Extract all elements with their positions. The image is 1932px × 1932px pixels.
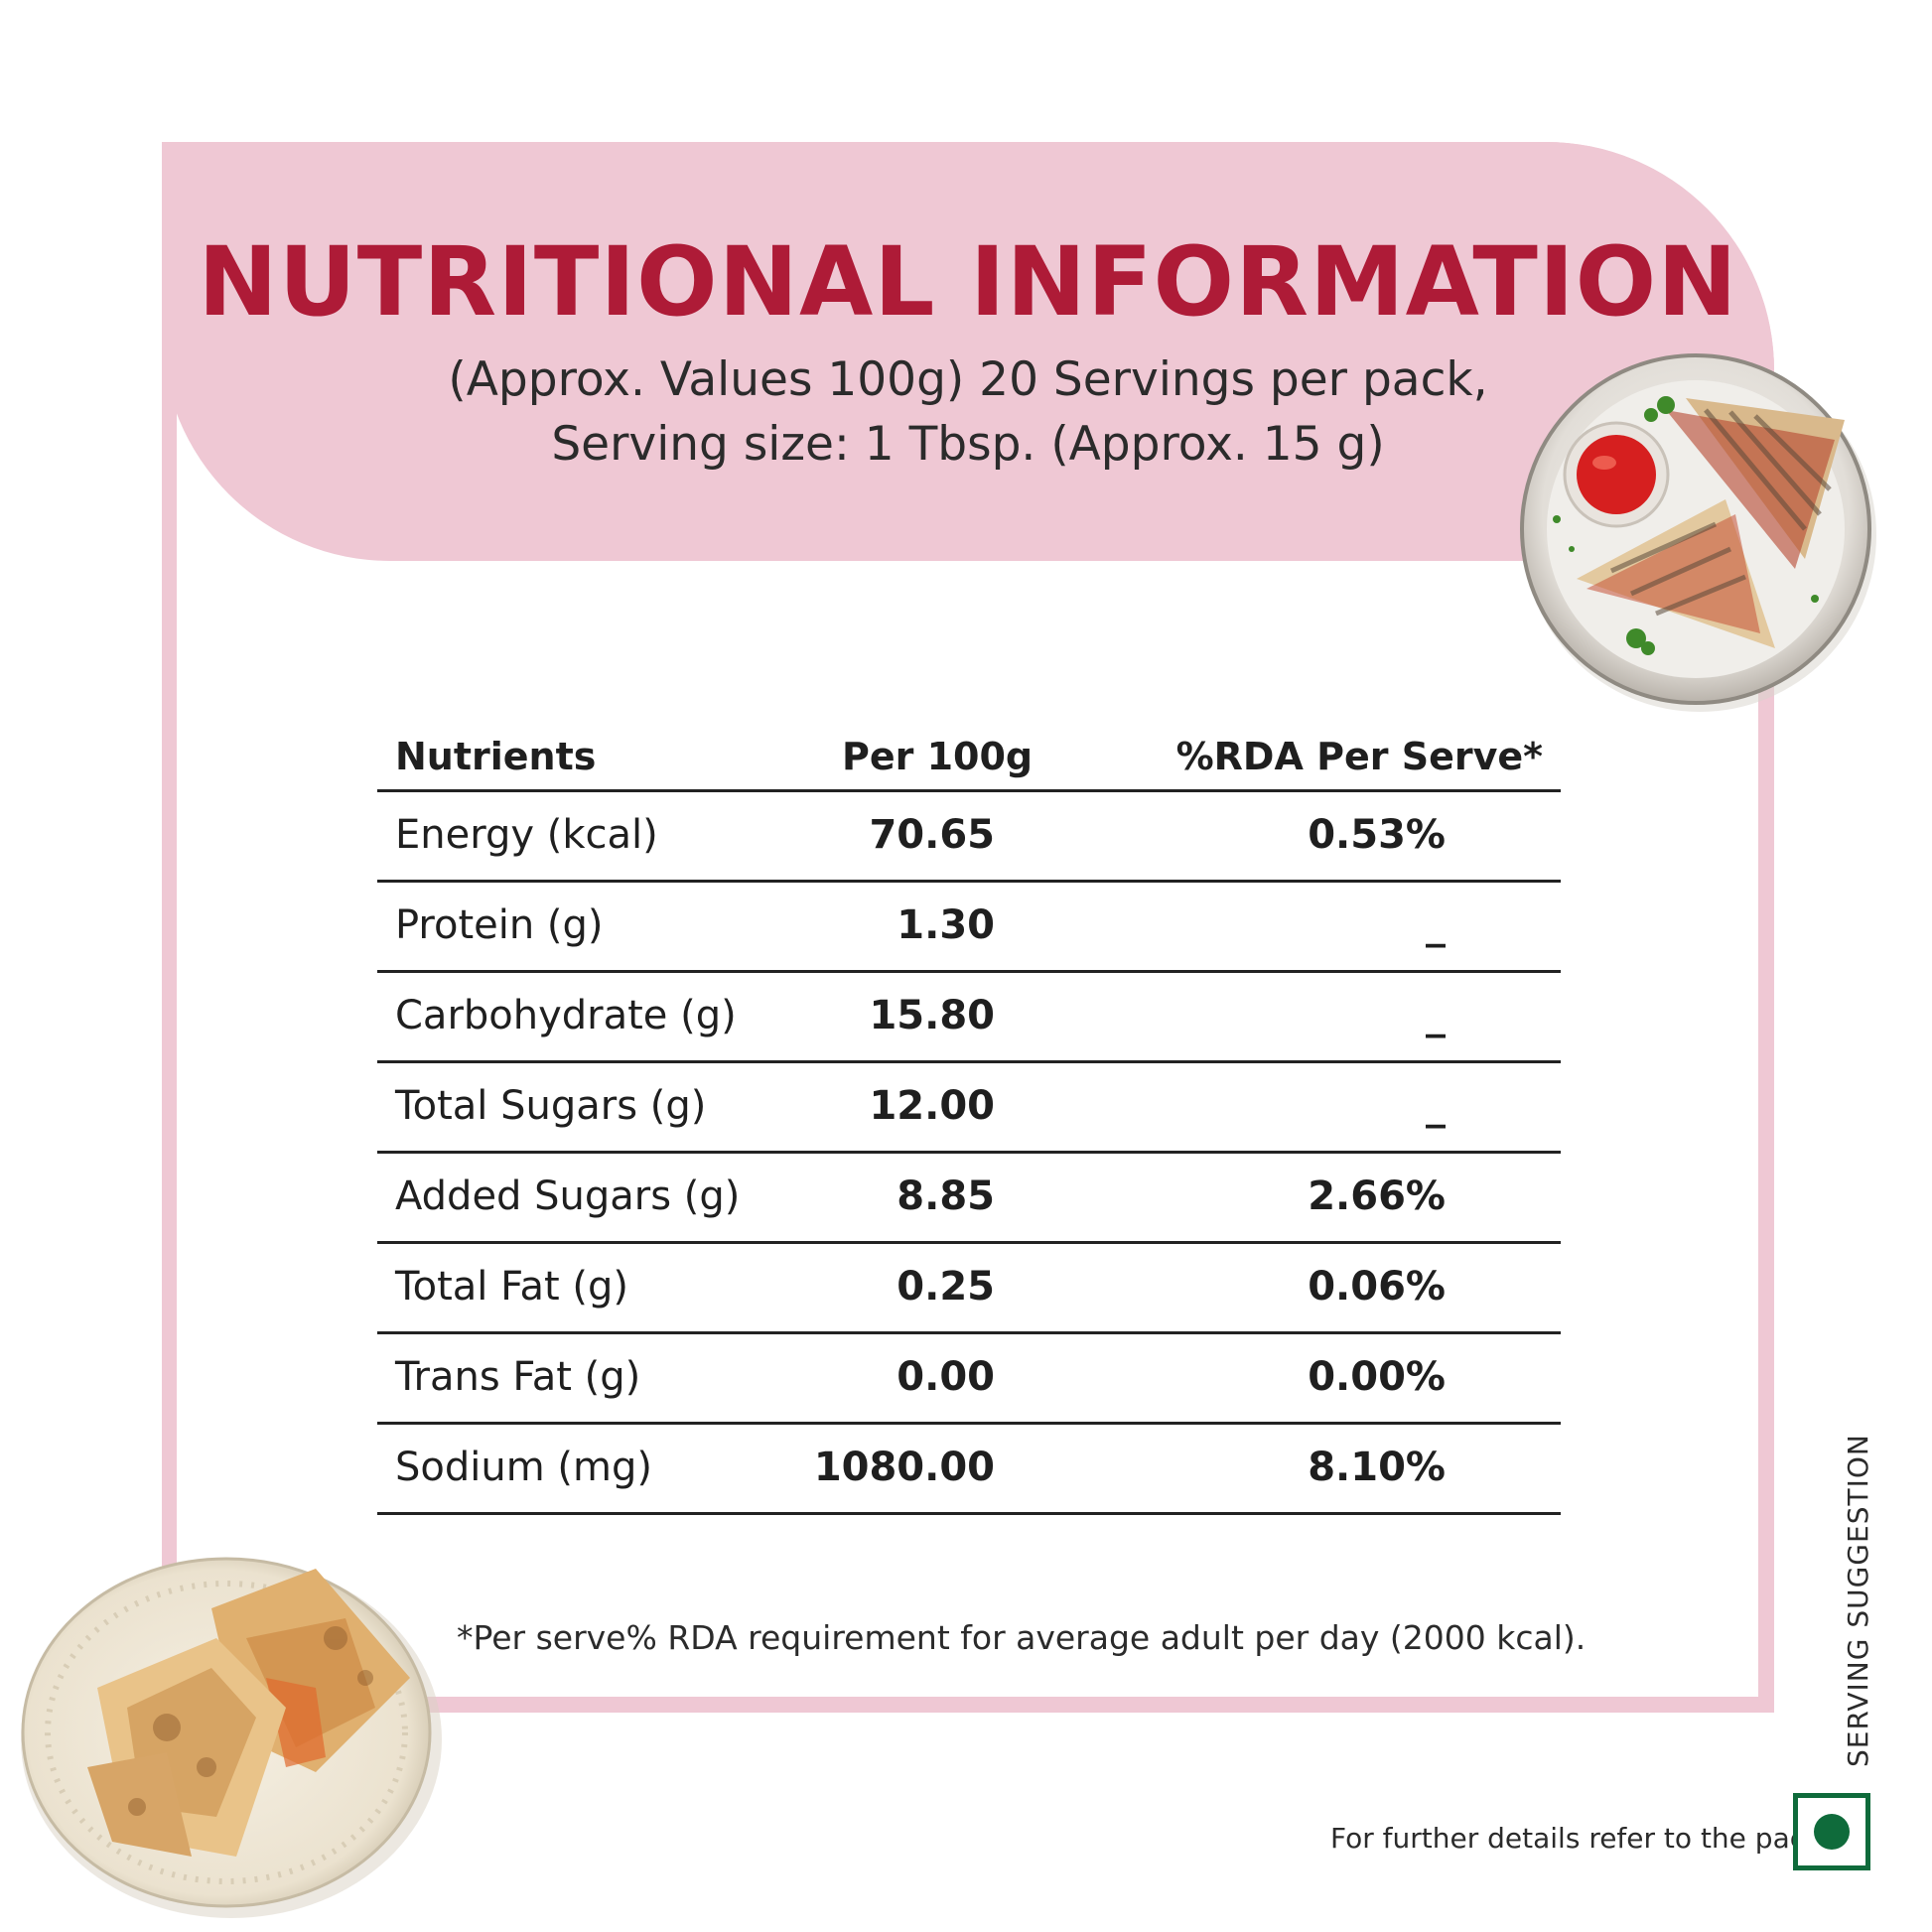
header-nutrients: Nutrients	[395, 735, 597, 778]
nutrient-name: Added Sugars (g)	[395, 1173, 741, 1219]
table-row: Total Sugars (g) 12.00 _	[377, 1063, 1561, 1154]
header-per-100g: Per 100g	[842, 735, 1034, 778]
rda-value: _	[1426, 902, 1446, 948]
header-rda-per-serve: %RDA Per Serve*	[1175, 735, 1543, 778]
rda-value: _	[1426, 993, 1446, 1038]
table-row: Sodium (mg) 1080.00 8.10%	[377, 1425, 1561, 1515]
nutrient-name: Carbohydrate (g)	[395, 993, 737, 1038]
rda-value: 2.66%	[1308, 1173, 1446, 1219]
subtitle-servings: (Approx. Values 100g) 20 Servings per pa…	[448, 352, 1488, 407]
per-100g-value: 0.25	[897, 1264, 995, 1310]
nutrient-name: Protein (g)	[395, 902, 604, 948]
veg-mark-icon	[1793, 1793, 1870, 1870]
per-100g-value: 1.30	[897, 902, 995, 948]
rda-value: _	[1426, 1083, 1446, 1129]
rda-footnote: *Per serve% RDA requirement for average …	[457, 1618, 1587, 1657]
per-100g-value: 70.65	[869, 812, 995, 858]
per-100g-value: 1080.00	[813, 1445, 995, 1490]
nutrient-name: Sodium (mg)	[395, 1445, 652, 1490]
sandwich-plate-image	[1520, 353, 1876, 712]
table-row: Added Sugars (g) 8.85 2.66%	[377, 1154, 1561, 1244]
table-row: Protein (g) 1.30 _	[377, 883, 1561, 973]
table-row: Energy (kcal) 70.65 0.53%	[377, 792, 1561, 883]
nutrient-name: Trans Fat (g)	[395, 1354, 641, 1400]
page-title: NUTRITIONAL INFORMATION	[198, 226, 1738, 338]
per-100g-value: 12.00	[869, 1083, 995, 1129]
nutrient-name: Total Sugars (g)	[395, 1083, 707, 1129]
rda-value: 8.10%	[1308, 1445, 1446, 1490]
rda-value: 0.00%	[1308, 1354, 1446, 1400]
veg-mark-dot	[1814, 1814, 1850, 1850]
further-details-note: For further details refer to the pack.	[1330, 1822, 1831, 1855]
nutrient-name: Energy (kcal)	[395, 812, 658, 858]
table-row: Total Fat (g) 0.25 0.06%	[377, 1244, 1561, 1334]
table-header: Nutrients Per 100g %RDA Per Serve*	[377, 725, 1561, 792]
per-100g-value: 15.80	[869, 993, 995, 1038]
wraps-plate-image	[21, 1557, 442, 1918]
subtitle-serving-size: Serving size: 1 Tbsp. (Approx. 15 g)	[551, 417, 1385, 472]
rda-value: 0.06%	[1308, 1264, 1446, 1310]
per-100g-value: 0.00	[897, 1354, 995, 1400]
nutrition-table: Nutrients Per 100g %RDA Per Serve* Energ…	[377, 725, 1561, 1515]
nutrient-name: Total Fat (g)	[395, 1264, 628, 1310]
per-100g-value: 8.85	[897, 1173, 995, 1219]
table-row: Carbohydrate (g) 15.80 _	[377, 973, 1561, 1063]
header-background	[162, 142, 1774, 561]
serving-suggestion-label: SERVING SUGGESTION	[1842, 1434, 1874, 1767]
table-row: Trans Fat (g) 0.00 0.00%	[377, 1334, 1561, 1425]
rda-value: 0.53%	[1308, 812, 1446, 858]
